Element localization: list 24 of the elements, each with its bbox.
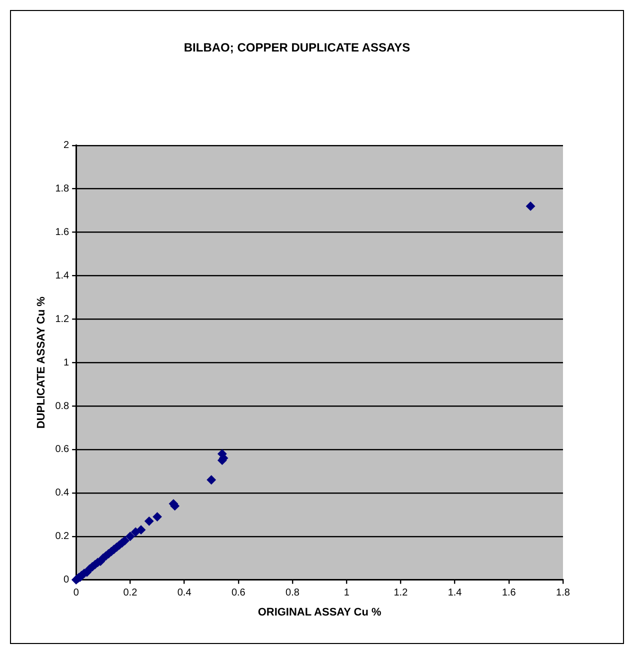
x-tick-label: 0.4 bbox=[177, 588, 192, 599]
y-tick-label: 1 bbox=[64, 357, 70, 368]
y-tick-label: 1.2 bbox=[55, 314, 70, 325]
y-tick-label: 0.8 bbox=[55, 400, 70, 412]
y-tick-label: 0.2 bbox=[55, 531, 70, 542]
x-tick-label: 0.6 bbox=[231, 588, 246, 599]
x-tick-label: 1 bbox=[344, 588, 350, 599]
y-tick-label: 0.6 bbox=[55, 444, 70, 456]
x-axis-title: ORIGINAL ASSAY Cu % bbox=[258, 606, 382, 618]
chart-title: BILBAO; COPPER DUPLICATE ASSAYS bbox=[184, 40, 410, 55]
x-tick-label: 1.6 bbox=[502, 588, 516, 599]
y-axis-title: DUPLICATE ASSAY Cu % bbox=[36, 296, 48, 429]
y-tick-label: 0 bbox=[64, 574, 70, 586]
y-tick-label: 1.4 bbox=[55, 270, 70, 282]
y-tick-label: 0.4 bbox=[55, 488, 70, 499]
x-tick-label: 1.2 bbox=[394, 588, 408, 599]
x-tick-label: 0.8 bbox=[286, 588, 300, 599]
x-tick-label: 1.4 bbox=[448, 588, 462, 599]
y-tick-label: 1.8 bbox=[55, 184, 70, 195]
x-tick-label: 0.2 bbox=[123, 588, 138, 599]
x-tick-label: 0 bbox=[73, 588, 80, 599]
x-tick-label: 1.8 bbox=[556, 588, 570, 599]
y-tick-label: 1.6 bbox=[55, 227, 70, 238]
y-tick-label: 2 bbox=[64, 140, 70, 152]
